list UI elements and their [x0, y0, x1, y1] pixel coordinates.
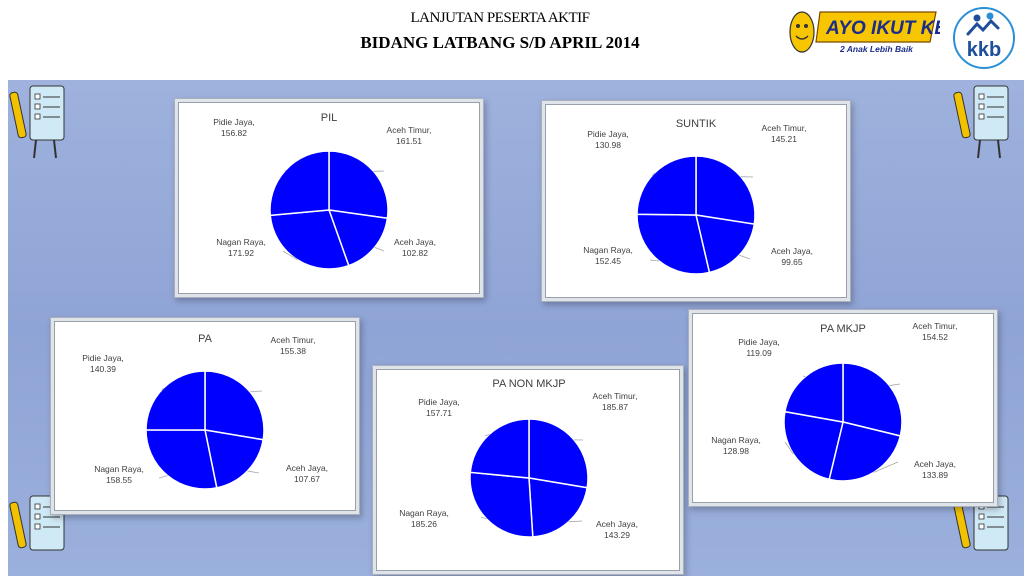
- slice-value-label: 155.38: [280, 346, 306, 356]
- kkb-logo: kkb: [950, 4, 1018, 72]
- pie-chart-pa-non-mkjp: PA NON MKJP Aceh Timur,185.87 Aceh Jaya,14…: [377, 370, 679, 570]
- slice-category-label: Aceh Jaya,: [914, 459, 956, 469]
- slice-category-label: Pidie Jaya,: [82, 353, 124, 363]
- slice-category-label: Nagan Raya,: [583, 245, 633, 255]
- ayo-logo-text: AYO IKUT KB: [825, 18, 940, 39]
- slice-value-label: 185.87: [602, 402, 628, 412]
- slice-category-label: Pidie Jaya,: [213, 117, 255, 127]
- pie-slice-aceh-timur: [529, 419, 588, 488]
- leader-line: [159, 476, 168, 478]
- leader-line: [739, 255, 750, 259]
- pie-slice-pidie-jaya: [470, 419, 529, 478]
- pie-slice-pidie-jaya: [637, 156, 696, 215]
- slice-category-label: Aceh Jaya,: [394, 237, 436, 247]
- leader-line: [375, 247, 384, 251]
- slice-value-label: 99.65: [781, 257, 803, 267]
- slice-value-label: 171.92: [228, 248, 254, 258]
- slice-value-label: 154.52: [922, 332, 948, 342]
- checklist-clipboard-icon: [952, 492, 1016, 576]
- slice-value-label: 161.51: [396, 136, 422, 146]
- chart-title: PA: [198, 333, 213, 345]
- pie-slice-aceh-jaya: [529, 478, 587, 537]
- slice-value-label: 130.98: [595, 140, 621, 150]
- slice-category-label: Aceh Jaya,: [286, 463, 328, 473]
- chart-panel-pa: PA Aceh Timur, 155.38 Aceh Jaya, 107.67 Nagan…: [54, 321, 356, 511]
- pie-slice-pidie-jaya: [785, 363, 843, 422]
- slice-category-label: Aceh Timur,: [913, 321, 958, 331]
- slice-value-label: 157.71: [426, 408, 452, 418]
- slice-category-label: Nagan Raya,: [711, 435, 761, 445]
- slice-value-label: 107.67: [294, 474, 320, 484]
- slice-value-label: 119.09: [746, 348, 772, 358]
- slice-value-label: 133.89: [922, 470, 948, 480]
- chart-panel-pa-mkjp: PA MKJP Aceh Timur, 154.52 Aceh Jaya, 133.89…: [692, 313, 994, 503]
- checklist-clipboard-icon: [952, 82, 1016, 166]
- slice-category-label: Nagan Raya,: [216, 237, 266, 247]
- checklist-clipboard-icon: [8, 82, 72, 166]
- ayo-logo-subtext: 2 Anak Lebih Baik: [839, 44, 914, 54]
- slice-category-label: Aceh Timur,: [593, 391, 638, 401]
- slice-value-label: 145.21: [771, 134, 797, 144]
- pie-slice-aceh-timur: [696, 156, 755, 224]
- leader-line: [247, 471, 259, 473]
- ayo-ikut-kb-logo: AYO IKUT KB 2 Anak Lebih Baik: [788, 6, 940, 54]
- slice-value-label: 156.82: [221, 128, 247, 138]
- slice-category-label: Aceh Jaya,: [771, 246, 813, 256]
- slice-category-label: Aceh Timur,: [271, 335, 316, 345]
- slice-value-label: 158.55: [106, 475, 132, 485]
- slice-value-label: 102.82: [402, 248, 428, 258]
- slice-category-label: Nagan Raya,: [399, 508, 449, 518]
- pie-chart-pa-mkjp: PA MKJP Aceh Timur,154.52 Aceh Jaya,133.89…: [693, 314, 993, 502]
- chart-title: PIL: [321, 112, 338, 124]
- slice-category-label: Pidie Jaya,: [587, 129, 629, 139]
- leader-line: [250, 391, 262, 392]
- slice-value-label: 185.26: [411, 519, 437, 529]
- chart-panel-suntik: SUNTIK Aceh Timur, 145.21 Aceh Jaya, 99.65 Na…: [545, 104, 847, 298]
- kkb-logo-text: kkb: [967, 39, 1001, 61]
- chart-panel-pil: PIL Aceh Timur, 161.51 Aceh Jaya, 102.82 Naga…: [178, 102, 480, 294]
- slice-category-label: Pidie Jaya,: [418, 397, 460, 407]
- chart-panel-pa-non-mkjp: PA NON MKJP Aceh Timur, 185.87 Aceh Jaya, 14…: [376, 369, 680, 571]
- pie-slice-aceh-timur: [329, 151, 388, 218]
- slice-category-label: Pidie Jaya,: [738, 337, 780, 347]
- pie-chart-pa: PA Aceh Timur,155.38 Aceh Jaya,107.67 Nagan…: [55, 322, 355, 510]
- chart-title: PA NON MKJP: [492, 378, 565, 390]
- slice-category-label: Aceh Timur,: [762, 123, 807, 133]
- pie-slice-nagan-raya: [146, 430, 217, 489]
- slice-category-label: Aceh Jaya,: [596, 519, 638, 529]
- pie-chart-pil: PIL Aceh Timur,161.51 Aceh Jaya,102.82 Naga…: [179, 103, 479, 293]
- pie-slice-aceh-timur: [205, 371, 264, 440]
- pie-slice-pidie-jaya: [270, 151, 329, 215]
- pie-slice-pidie-jaya: [146, 371, 205, 430]
- slice-category-label: Aceh Timur,: [387, 125, 432, 135]
- leader-line: [569, 521, 582, 522]
- slice-value-label: 140.39: [90, 364, 116, 374]
- pie-slice-nagan-raya: [637, 214, 709, 274]
- slice-value-label: 128.98: [723, 446, 749, 456]
- pie-slice-nagan-raya: [470, 472, 533, 537]
- pie-chart-suntik: SUNTIK Aceh Timur,145.21 Aceh Jaya,99.65 Na…: [546, 105, 846, 297]
- leader-line: [889, 384, 900, 386]
- chart-title: PA MKJP: [820, 323, 866, 335]
- slice-value-label: 143.29: [604, 530, 630, 540]
- slice-value-label: 152.45: [595, 256, 621, 266]
- chart-title: SUNTIK: [676, 118, 717, 130]
- slice-category-label: Nagan Raya,: [94, 464, 144, 474]
